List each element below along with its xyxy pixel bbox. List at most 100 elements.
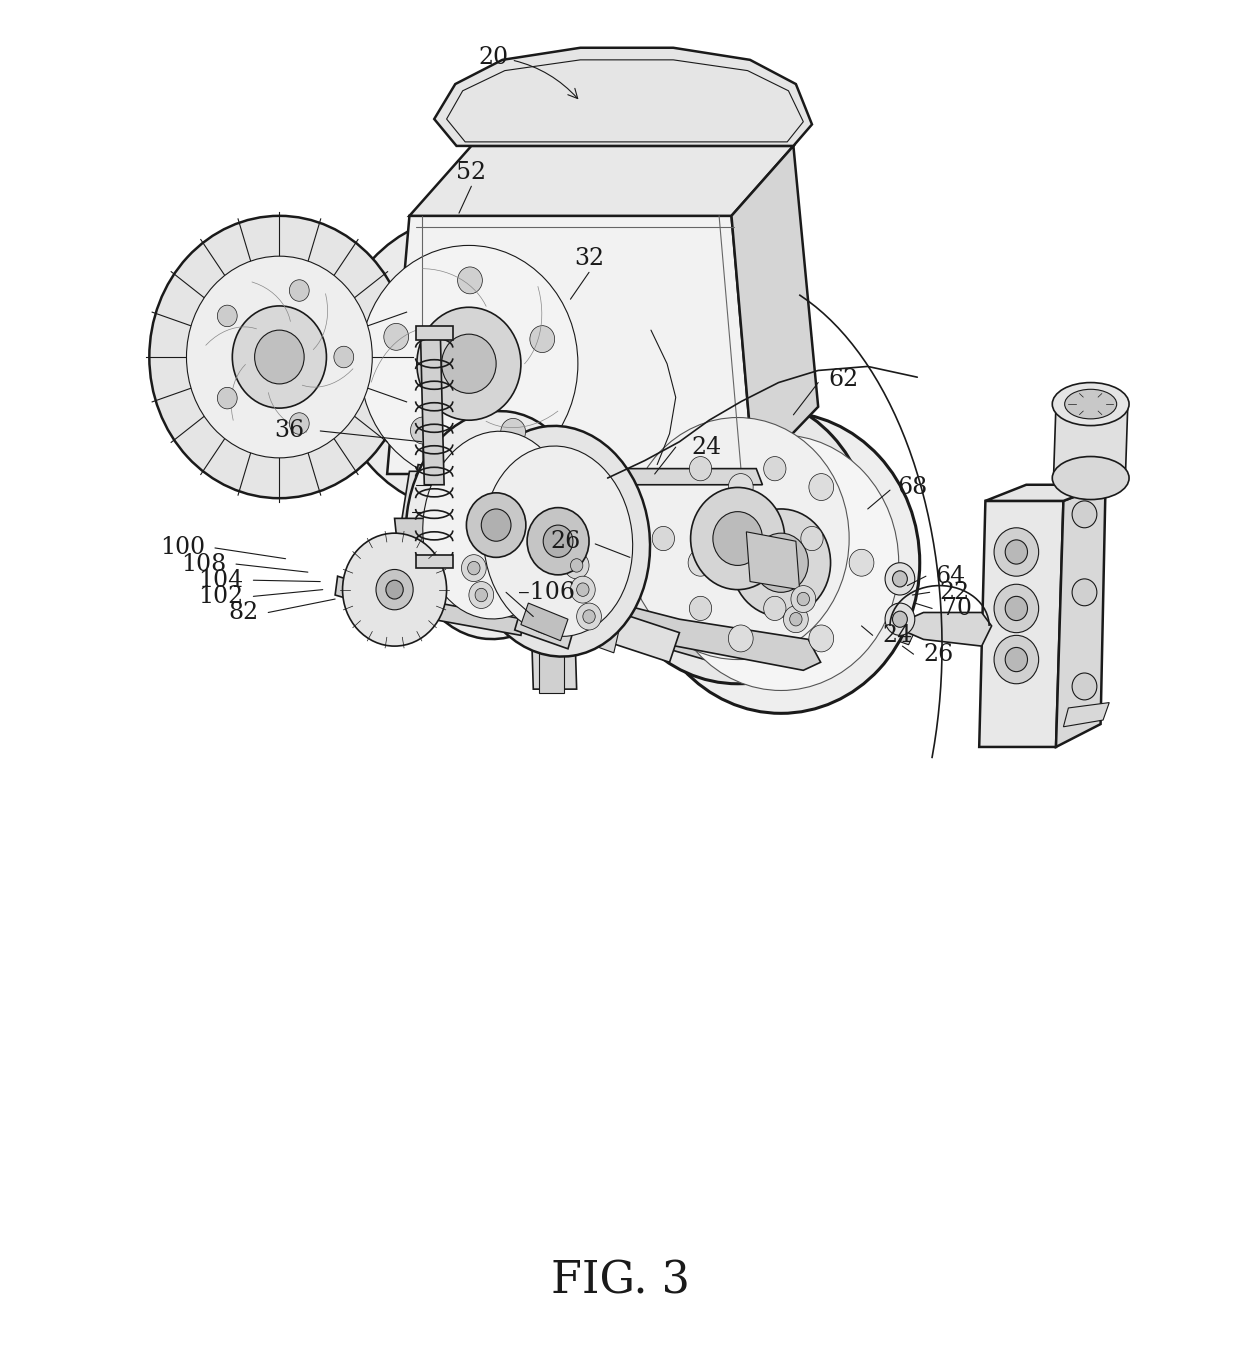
Circle shape bbox=[577, 603, 601, 630]
Polygon shape bbox=[527, 487, 577, 689]
Circle shape bbox=[1073, 579, 1097, 606]
Circle shape bbox=[386, 580, 403, 599]
Ellipse shape bbox=[1065, 389, 1117, 419]
Circle shape bbox=[564, 552, 589, 579]
Polygon shape bbox=[608, 468, 903, 590]
Polygon shape bbox=[415, 326, 453, 339]
Circle shape bbox=[764, 456, 786, 481]
Circle shape bbox=[1006, 596, 1028, 621]
Circle shape bbox=[360, 245, 578, 482]
Text: 64: 64 bbox=[936, 565, 966, 588]
Text: 52: 52 bbox=[456, 162, 486, 184]
Polygon shape bbox=[420, 336, 444, 485]
Circle shape bbox=[217, 306, 237, 327]
Polygon shape bbox=[539, 612, 564, 693]
Circle shape bbox=[254, 330, 304, 384]
Polygon shape bbox=[394, 518, 453, 565]
Polygon shape bbox=[521, 603, 568, 641]
Circle shape bbox=[754, 533, 808, 592]
Circle shape bbox=[689, 456, 712, 481]
Polygon shape bbox=[387, 215, 754, 474]
Circle shape bbox=[583, 610, 595, 623]
Circle shape bbox=[1006, 647, 1028, 672]
Circle shape bbox=[797, 592, 810, 606]
Polygon shape bbox=[577, 595, 821, 670]
Polygon shape bbox=[1064, 703, 1110, 727]
Polygon shape bbox=[434, 555, 784, 680]
Polygon shape bbox=[625, 485, 915, 602]
Polygon shape bbox=[627, 524, 918, 645]
Circle shape bbox=[603, 490, 618, 506]
Circle shape bbox=[1006, 540, 1028, 564]
Polygon shape bbox=[394, 471, 521, 565]
Circle shape bbox=[376, 569, 413, 610]
Circle shape bbox=[441, 334, 496, 393]
Circle shape bbox=[232, 306, 326, 408]
Circle shape bbox=[529, 326, 554, 353]
Ellipse shape bbox=[405, 411, 587, 639]
Text: 68: 68 bbox=[898, 476, 928, 499]
Circle shape bbox=[626, 417, 849, 660]
Text: 24: 24 bbox=[692, 436, 722, 459]
Circle shape bbox=[728, 625, 753, 651]
Ellipse shape bbox=[423, 431, 569, 619]
Text: 70: 70 bbox=[942, 598, 972, 621]
Circle shape bbox=[849, 549, 874, 576]
Polygon shape bbox=[986, 485, 1106, 501]
Circle shape bbox=[732, 509, 831, 616]
Circle shape bbox=[332, 215, 605, 511]
Circle shape bbox=[652, 526, 675, 551]
Circle shape bbox=[691, 487, 785, 590]
Circle shape bbox=[893, 611, 908, 627]
Circle shape bbox=[458, 267, 482, 293]
Ellipse shape bbox=[466, 425, 650, 657]
Circle shape bbox=[604, 393, 872, 684]
Ellipse shape bbox=[1053, 382, 1130, 425]
Circle shape bbox=[217, 388, 237, 409]
Circle shape bbox=[603, 514, 618, 530]
Polygon shape bbox=[415, 464, 521, 495]
Text: 26: 26 bbox=[551, 530, 580, 553]
Text: 32: 32 bbox=[574, 248, 604, 271]
Circle shape bbox=[689, 596, 712, 621]
Circle shape bbox=[688, 549, 713, 576]
Polygon shape bbox=[335, 576, 523, 635]
Circle shape bbox=[481, 509, 511, 541]
Polygon shape bbox=[611, 510, 905, 633]
Text: 82: 82 bbox=[228, 602, 258, 625]
Circle shape bbox=[1073, 673, 1097, 700]
Text: 36: 36 bbox=[274, 420, 304, 443]
Circle shape bbox=[384, 323, 409, 350]
Circle shape bbox=[663, 435, 899, 690]
Circle shape bbox=[289, 413, 309, 435]
Circle shape bbox=[527, 507, 589, 575]
Circle shape bbox=[808, 474, 833, 501]
Text: FIG. 3: FIG. 3 bbox=[551, 1259, 689, 1303]
Polygon shape bbox=[415, 555, 453, 568]
Circle shape bbox=[1073, 501, 1097, 528]
Circle shape bbox=[475, 588, 487, 602]
Ellipse shape bbox=[484, 446, 632, 637]
Text: 100: 100 bbox=[160, 537, 205, 560]
Text: 24: 24 bbox=[883, 623, 913, 647]
Circle shape bbox=[334, 346, 353, 367]
Circle shape bbox=[149, 215, 409, 498]
Circle shape bbox=[543, 525, 573, 557]
Circle shape bbox=[570, 559, 583, 572]
Circle shape bbox=[595, 506, 625, 538]
Text: –106: –106 bbox=[518, 581, 575, 604]
Circle shape bbox=[801, 526, 823, 551]
Ellipse shape bbox=[1053, 456, 1130, 499]
Polygon shape bbox=[428, 468, 763, 485]
Text: 26: 26 bbox=[924, 642, 954, 666]
Circle shape bbox=[186, 256, 372, 458]
Circle shape bbox=[467, 561, 480, 575]
Circle shape bbox=[577, 583, 589, 596]
Circle shape bbox=[461, 555, 486, 581]
Text: 20: 20 bbox=[479, 46, 578, 98]
Text: 102: 102 bbox=[198, 586, 243, 608]
Polygon shape bbox=[893, 612, 992, 646]
Circle shape bbox=[790, 612, 802, 626]
Circle shape bbox=[885, 563, 915, 595]
Circle shape bbox=[469, 581, 494, 608]
